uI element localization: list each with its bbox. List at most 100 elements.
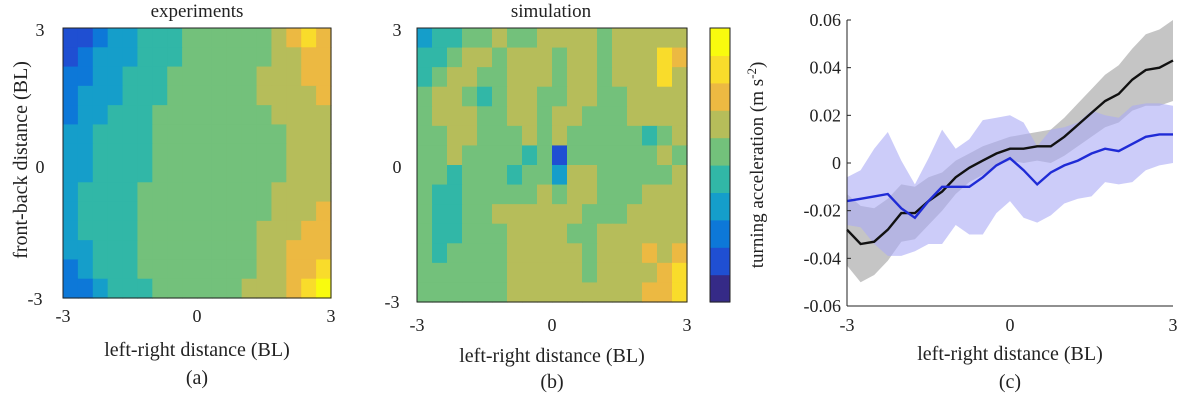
heatmap-a-cell <box>301 124 317 145</box>
heatmap-a-cell <box>137 240 153 261</box>
panel-b-xtick-left: -3 <box>410 315 425 335</box>
heatmap-a-cell <box>211 201 228 222</box>
heatmap-b-cell <box>432 282 448 303</box>
heatmap-b-cell <box>627 184 643 205</box>
heatmap-a-cell <box>256 47 273 68</box>
heatmap-a-cell <box>92 259 109 280</box>
heatmap-a-cell <box>211 259 228 280</box>
heatmap-a-cell <box>122 182 139 203</box>
heatmap-a-cell <box>63 163 79 183</box>
heatmap-a-cell <box>137 124 153 145</box>
heatmap-a-cell <box>301 28 317 48</box>
heatmap-a-cell <box>167 66 183 87</box>
heatmap-b-cell <box>492 67 508 88</box>
heatmap-b-cell <box>522 106 538 127</box>
heatmap-b-cell <box>507 262 523 284</box>
heatmap-b-cell <box>627 204 643 225</box>
heatmap-b-cell <box>507 67 523 88</box>
heatmap-b-cell <box>642 184 658 205</box>
heatmap-a-cell <box>301 240 317 261</box>
heatmap-a-cell <box>301 143 317 164</box>
heatmap-b-cell <box>612 86 628 107</box>
heatmap-a-cell <box>256 240 273 261</box>
heatmap-a-cell <box>182 105 198 126</box>
heatmap-a-cell <box>167 182 183 203</box>
colorbar-swatch <box>710 219 730 248</box>
heatmap-b-cell <box>612 28 628 49</box>
heatmap-a-cell <box>77 28 94 48</box>
heatmap-b-cell <box>417 262 433 284</box>
heatmap-a-cell <box>286 163 302 183</box>
panel-b: simulation 3 0 -3 -3 0 3 left-right dist… <box>385 1 769 393</box>
heatmap-a-cell <box>197 163 213 183</box>
heatmap-b-cell <box>612 106 628 127</box>
heatmap-a-cell <box>77 182 94 203</box>
heatmap-a-cell <box>182 143 198 164</box>
heatmap-a-cell <box>241 220 258 241</box>
heatmap-a-cell <box>286 85 302 106</box>
heatmap-a-cell <box>122 105 139 126</box>
heatmap-a-cell <box>63 47 79 68</box>
colorbar-swatch <box>710 110 730 139</box>
colorbar-swatch <box>710 192 730 221</box>
heatmap-b-cell <box>477 145 493 166</box>
panel-b-title: simulation <box>511 1 592 22</box>
heatmap-a-cell <box>286 66 302 87</box>
heatmap-a-cell <box>316 220 332 241</box>
panel-c-ytick-label: -0.06 <box>804 296 842 316</box>
heatmap-b-cell <box>492 28 508 49</box>
heatmap-a-cell <box>137 259 153 280</box>
heatmap-a-cell <box>77 47 94 68</box>
panel-a-xtick-right: 3 <box>327 306 336 326</box>
panel-a-xtick-left: -3 <box>56 306 71 326</box>
colorbar-label-exponent: -2 <box>744 68 759 79</box>
heatmap-a-cell <box>182 240 198 261</box>
heatmap-a-cell <box>226 259 243 280</box>
heatmap-b-cell <box>567 47 583 68</box>
heatmap-b-cell <box>552 223 568 244</box>
heatmap-b-cell <box>447 204 463 225</box>
heatmap-a-cell <box>316 143 332 164</box>
panel-c: 0.06 0.04 0.02 0 -0.02 -0.04 -0.06 -3 0 3 left… <box>804 10 1178 393</box>
heatmap-b-cell <box>522 28 538 49</box>
heatmap-b-cell <box>507 145 523 166</box>
heatmap-a-cell <box>271 47 287 68</box>
heatmap-a-cell <box>211 143 228 164</box>
heatmap-a-cell <box>316 66 332 87</box>
heatmap-b-cell <box>522 282 538 303</box>
heatmap-b-cell <box>552 282 568 303</box>
heatmap-a-cell <box>241 105 258 126</box>
heatmap-a-cell <box>316 278 332 299</box>
heatmap-a-cell <box>316 182 332 203</box>
panel-c-xtick-right: 3 <box>1169 315 1178 335</box>
heatmap-a-cell <box>271 66 287 87</box>
heatmap-b-cell <box>552 204 568 225</box>
heatmap-a-cell <box>316 201 332 222</box>
heatmap-a-cell <box>241 66 258 87</box>
heatmap-a-cell <box>167 28 183 48</box>
panel-c-xtick-left: -3 <box>840 315 855 335</box>
heatmap-a-cell <box>271 259 287 280</box>
heatmap-a-cell <box>77 201 94 222</box>
heatmap-a-cell <box>211 66 228 87</box>
panel-a-xlabel: left-right distance (BL) <box>104 339 290 361</box>
heatmap-b-cell <box>432 125 448 147</box>
heatmap-b-cell <box>492 282 508 303</box>
heatmap-a-cell <box>63 240 79 261</box>
heatmap-b-cell <box>657 243 673 264</box>
heatmap-b-cell <box>522 184 538 205</box>
heatmap-b-cell <box>657 262 673 284</box>
panel-c-caption: (c) <box>999 371 1021 393</box>
heatmap-a-cell <box>152 201 168 222</box>
heatmap-b-cell <box>417 28 433 49</box>
heatmap-a-cell <box>271 182 287 203</box>
colorbar-swatch <box>710 82 730 111</box>
heatmap-b-cell <box>612 184 628 205</box>
heatmap-b-cell <box>582 86 598 107</box>
heatmap-b-cell <box>507 47 523 68</box>
heatmap-b-cell <box>522 243 538 264</box>
heatmap-b-cell <box>537 204 553 225</box>
heatmap-b-cell <box>672 223 688 244</box>
heatmap-a-cell <box>256 278 273 299</box>
heatmap-a-cell <box>316 85 332 106</box>
